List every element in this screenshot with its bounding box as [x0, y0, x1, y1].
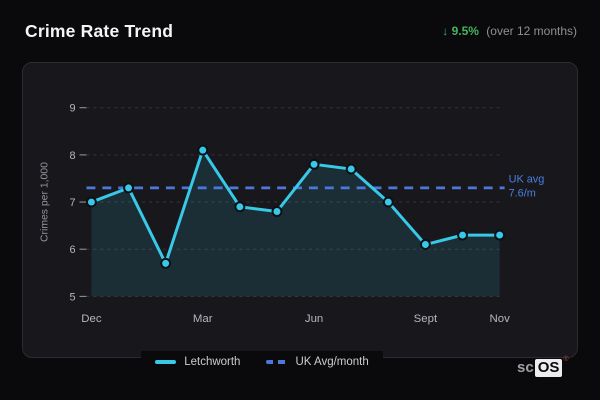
chart-legend: Letchworth UK Avg/month: [0, 351, 562, 373]
x-tick-label: Sept: [414, 313, 438, 325]
legend-label-letchworth: Letchworth: [184, 356, 241, 368]
logo-text-os: OS: [534, 359, 563, 377]
data-point: [85, 196, 97, 208]
data-point: [345, 163, 357, 175]
legend-item-uk-avg[interactable]: UK Avg/month: [266, 356, 369, 368]
scos-logo: sc OS ®: [517, 356, 569, 377]
data-point: [271, 206, 283, 217]
data-point: [197, 144, 209, 156]
registered-trademark-icon: ®: [563, 356, 569, 363]
chart-card: 5 6 7 8 9 Crimes per 1,000 UK avg 7.6/m Dec Mar Ju…: [22, 62, 578, 358]
crime-trend-chart: 5 6 7 8 9 Crimes per 1,000 UK avg 7.6/m Dec Mar Ju…: [40, 103, 545, 326]
y-tick-label: 6: [69, 244, 75, 256]
y-tick-label: 7: [69, 197, 75, 209]
y-axis-title: Crimes per 1,000: [40, 162, 51, 242]
uk-avg-annotation: UK avg: [509, 173, 545, 185]
y-tick-label: 9: [69, 103, 75, 115]
data-point: [160, 257, 172, 269]
data-point: [382, 196, 394, 208]
legend-item-letchworth[interactable]: Letchworth: [155, 356, 240, 368]
area-fill: [91, 150, 500, 297]
data-point: [123, 182, 134, 194]
logo-text-sc: sc: [517, 359, 534, 376]
page-title: Crime Rate Trend: [25, 20, 174, 41]
y-tick-label: 5: [69, 291, 75, 303]
legend-row: Letchworth UK Avg/month: [141, 351, 383, 373]
data-point: [419, 239, 431, 250]
legend-label-uk-avg: UK Avg/month: [295, 356, 369, 368]
uk-avg-line-swatch: [266, 360, 288, 364]
data-point: [234, 201, 246, 213]
trend-change-value: ↓ 9.5%: [442, 24, 479, 38]
uk-avg-annotation: 7.6/m: [509, 187, 536, 199]
x-tick-label: Mar: [193, 313, 213, 325]
data-point: [457, 229, 468, 241]
trend-stat: ↓ 9.5% (over 12 months): [442, 24, 577, 38]
data-point: [494, 229, 506, 241]
y-tick-label: 8: [69, 150, 75, 162]
x-tick-label: Jun: [305, 313, 323, 325]
trend-caption: (over 12 months): [486, 24, 577, 38]
x-tick-label: Nov: [489, 313, 510, 325]
data-point: [308, 158, 320, 170]
letchworth-line: [89, 148, 502, 265]
header: Crime Rate Trend ↓ 9.5% (over 12 months): [0, 0, 600, 62]
letchworth-line-swatch: [155, 360, 177, 364]
x-tick-label: Dec: [81, 313, 102, 325]
